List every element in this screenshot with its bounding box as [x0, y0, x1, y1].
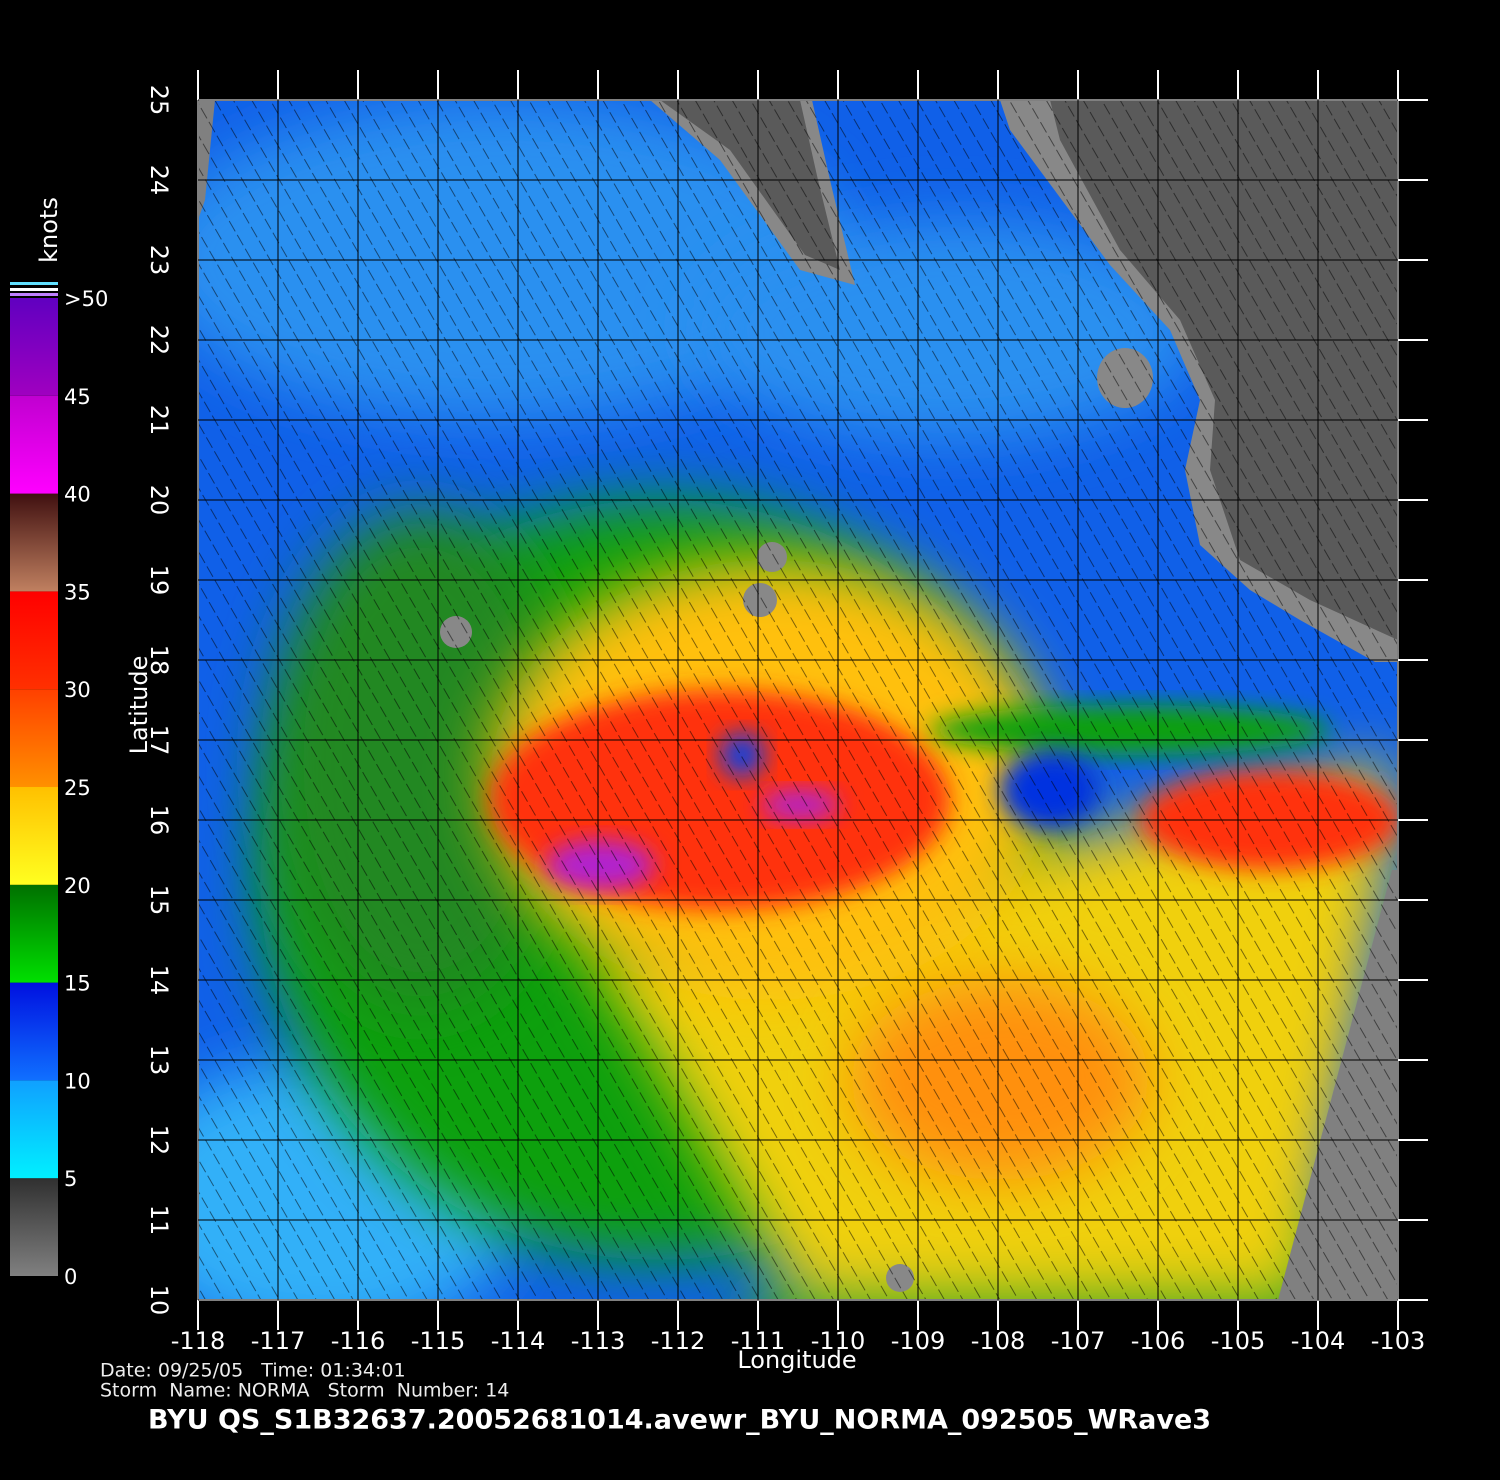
y-tick-label: 18 [145, 645, 173, 676]
colorbar-segment [10, 591, 58, 690]
y-tick-label: 20 [145, 485, 173, 516]
colorbar-tick-label: 10 [64, 1069, 91, 1093]
y-tick-label: 25 [145, 85, 173, 116]
colorbar-segment [10, 689, 58, 787]
colorbar-tick-label: 35 [64, 580, 91, 604]
colorbar-segment [10, 787, 58, 885]
x-tick-label: -104 [1291, 1327, 1345, 1355]
y-tick-label: 14 [145, 965, 173, 996]
x-tick-label: -110 [811, 1327, 865, 1355]
colorbar-tick-label: 25 [64, 776, 91, 800]
colorbar-cap [10, 282, 58, 285]
colorbar-tick-label: 45 [64, 385, 91, 409]
colorbar-label: knots [35, 197, 63, 263]
y-tick-label: 21 [145, 405, 173, 436]
colorbar-tick-label: 20 [64, 874, 91, 898]
y-tick-label: 22 [145, 325, 173, 356]
colorbar-cap [10, 293, 58, 296]
info-line: Storm Name: NORMA Storm Number: 14 [100, 1380, 509, 1402]
y-tick-label: 15 [145, 885, 173, 916]
colorbar-tick-label: 40 [64, 483, 91, 507]
x-tick-label: -111 [731, 1327, 785, 1355]
y-tick-label: 11 [145, 1205, 173, 1236]
colorbar-segment [10, 884, 58, 983]
colorbar-segment [10, 493, 58, 592]
colorbar-segment [10, 298, 58, 396]
colorbar-tick-label: 30 [64, 678, 91, 702]
colorbar-cap [10, 288, 58, 291]
y-tick-label: 12 [145, 1125, 173, 1156]
x-tick-label: -116 [331, 1327, 385, 1355]
colorbar-tick-label: 0 [64, 1265, 77, 1289]
colorbar-segment [10, 395, 58, 494]
x-tick-label: -115 [411, 1327, 465, 1355]
x-tick-label: -114 [491, 1327, 545, 1355]
x-tick-label: -112 [651, 1327, 705, 1355]
x-tick-label: -117 [251, 1327, 305, 1355]
info-line: Date: 09/25/05 Time: 01:34:01 [100, 1360, 406, 1382]
x-tick-label: -106 [1131, 1327, 1185, 1355]
x-tick-label: -105 [1211, 1327, 1265, 1355]
y-tick-label: 13 [145, 1045, 173, 1076]
colorbar-tick-label: >50 [64, 287, 108, 311]
y-tick-label: 24 [145, 165, 173, 196]
y-tick-label: 16 [145, 805, 173, 836]
x-axis-label: Longitude [737, 1346, 856, 1374]
x-tick-label: -103 [1371, 1327, 1425, 1355]
x-tick-label: -107 [1051, 1327, 1105, 1355]
x-tick-label: -109 [891, 1327, 945, 1355]
colorbar-tick-label: 5 [64, 1167, 77, 1191]
y-tick-label: 17 [145, 725, 173, 756]
y-tick-label: 23 [145, 245, 173, 276]
wind-field [198, 100, 1398, 1300]
colorbar-segment [10, 1178, 58, 1276]
x-tick-label: -108 [971, 1327, 1025, 1355]
x-tick-label: -113 [571, 1327, 625, 1355]
colorbar-segment [10, 982, 58, 1081]
colorbar-segment [10, 1080, 58, 1179]
y-axis-label: Latitude [125, 656, 153, 755]
y-tick-label: 19 [145, 565, 173, 596]
file-name: BYU QS_S1B32637.20052681014.avewr_BYU_NO… [148, 1405, 1211, 1436]
colorbar-tick-label: 15 [64, 972, 91, 996]
y-tick-label: 10 [145, 1285, 173, 1316]
x-tick-label: -118 [171, 1327, 225, 1355]
